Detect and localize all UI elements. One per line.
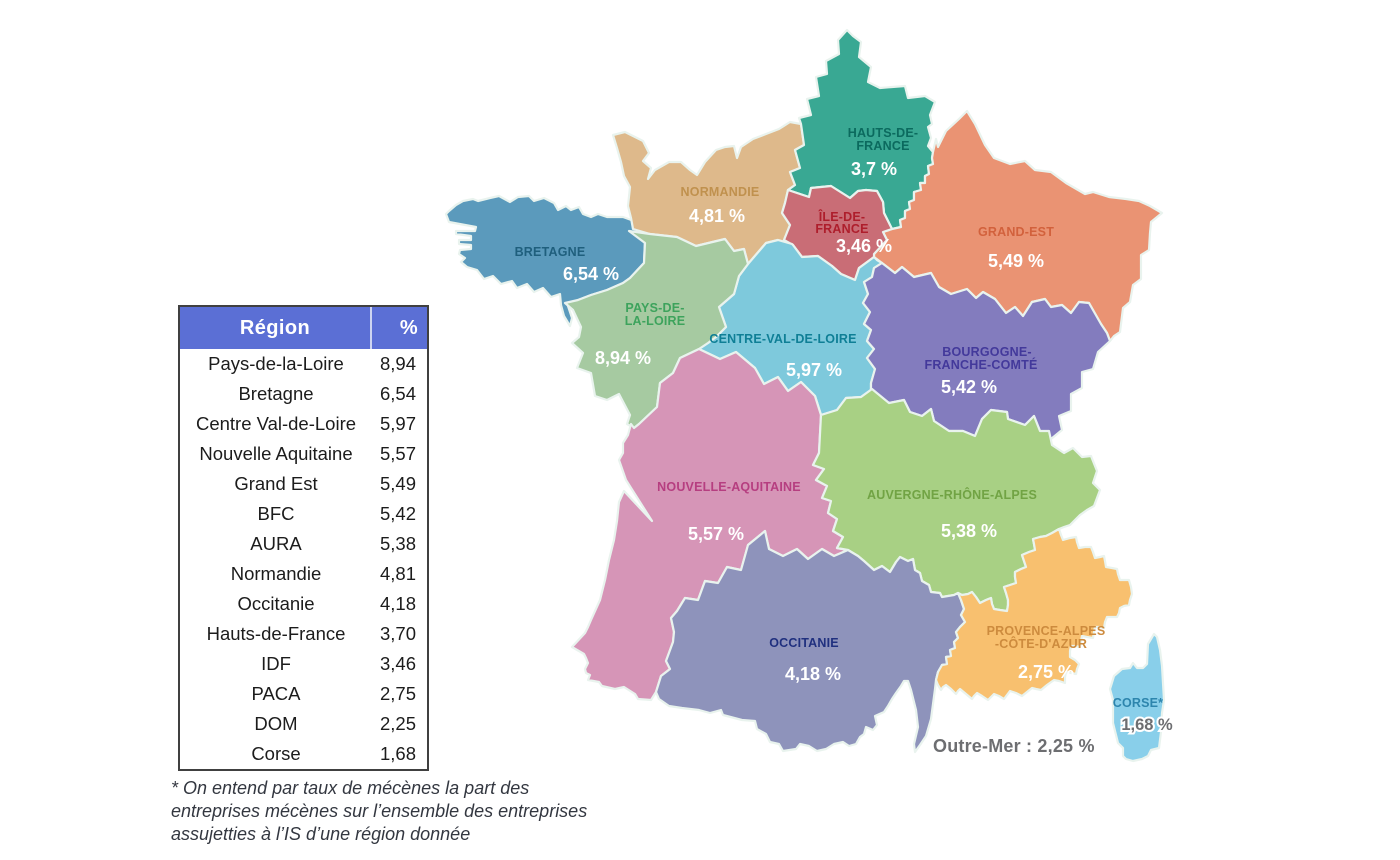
svg-text:FRANCE: FRANCE bbox=[856, 139, 909, 153]
svg-text:5,49 %: 5,49 % bbox=[988, 251, 1044, 271]
svg-text:1,68 %: 1,68 % bbox=[1121, 716, 1173, 734]
svg-text:5,57 %: 5,57 % bbox=[688, 524, 744, 544]
svg-text:Outre-Mer : 2,25 %: Outre-Mer : 2,25 % bbox=[933, 736, 1095, 756]
svg-text:AUVERGNE-RHÔNE-ALPES: AUVERGNE-RHÔNE-ALPES bbox=[867, 487, 1037, 502]
svg-text:NOUVELLE-AQUITAINE: NOUVELLE-AQUITAINE bbox=[657, 480, 801, 494]
svg-text:BOURGOGNE-: BOURGOGNE- bbox=[942, 345, 1032, 359]
svg-text:3,46 %: 3,46 % bbox=[836, 236, 892, 256]
svg-text:6,54 %: 6,54 % bbox=[563, 264, 619, 284]
svg-text:GRAND-EST: GRAND-EST bbox=[978, 225, 1054, 239]
svg-text:PROVENCE-ALPES: PROVENCE-ALPES bbox=[987, 624, 1106, 638]
svg-text:-CÔTE-D'AZUR: -CÔTE-D'AZUR bbox=[995, 636, 1087, 651]
svg-text:ÎLE-DE-: ÎLE-DE- bbox=[818, 209, 866, 224]
svg-text:PAYS-DE-: PAYS-DE- bbox=[625, 301, 684, 315]
svg-text:CORSE*: CORSE* bbox=[1113, 696, 1164, 710]
svg-text:5,42 %: 5,42 % bbox=[941, 377, 997, 397]
svg-text:OCCITANIE: OCCITANIE bbox=[769, 636, 839, 650]
svg-text:FRANCE: FRANCE bbox=[815, 222, 868, 236]
svg-text:3,7 %: 3,7 % bbox=[851, 159, 897, 179]
svg-text:2,75 %: 2,75 % bbox=[1018, 662, 1074, 682]
svg-text:5,97 %: 5,97 % bbox=[786, 360, 842, 380]
svg-text:8,94 %: 8,94 % bbox=[595, 348, 651, 368]
svg-text:4,81 %: 4,81 % bbox=[689, 206, 745, 226]
svg-text:5,38 %: 5,38 % bbox=[941, 521, 997, 541]
svg-text:NORMANDIE: NORMANDIE bbox=[681, 185, 760, 199]
svg-text:LA-LOIRE: LA-LOIRE bbox=[625, 314, 686, 328]
svg-text:4,18 %: 4,18 % bbox=[785, 664, 841, 684]
svg-text:CENTRE-VAL-DE-LOIRE: CENTRE-VAL-DE-LOIRE bbox=[709, 332, 856, 346]
svg-text:HAUTS-DE-: HAUTS-DE- bbox=[848, 126, 919, 140]
svg-text:BRETAGNE: BRETAGNE bbox=[515, 245, 586, 259]
svg-text:FRANCHE-COMTÉ: FRANCHE-COMTÉ bbox=[924, 357, 1037, 372]
